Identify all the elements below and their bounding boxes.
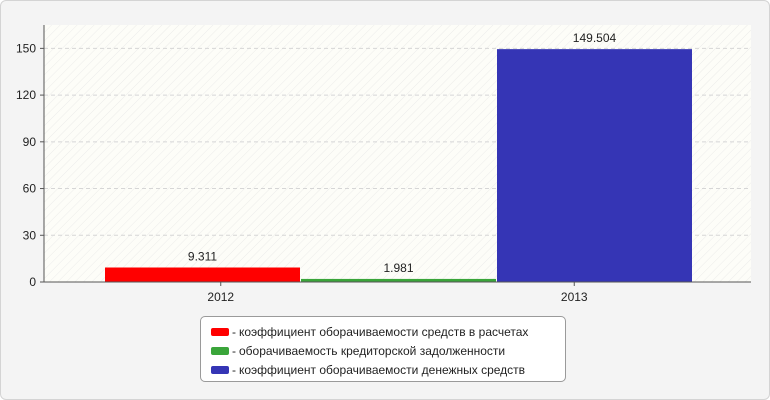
bar-2012-payables xyxy=(301,278,496,282)
legend: - коэффициент оборачиваемости средств в … xyxy=(200,316,566,382)
legend-label-cash: коэффициент оборачиваемости денежных сре… xyxy=(239,362,526,377)
legend-swatch-payables xyxy=(211,346,229,355)
y-tick-label: 120 xyxy=(16,88,36,102)
legend-swatch-settlements xyxy=(211,327,229,336)
x-tick-label: 2012 xyxy=(207,290,234,304)
y-tick-label: 30 xyxy=(23,228,37,242)
y-tick-label: 150 xyxy=(16,41,36,55)
legend-label-settlements: коэффициент оборачиваемости средств в ра… xyxy=(239,324,529,339)
x-tick-label: 2013 xyxy=(561,290,588,304)
data-label: 9.311 xyxy=(188,249,217,263)
legend-label-payables: оборачиваемость кредиторской задолженнос… xyxy=(239,343,506,358)
bar-2013-cash xyxy=(497,49,692,282)
legend-item-settlements: - коэффициент оборачиваемости средств в … xyxy=(211,322,565,341)
legend-item-cash: - коэффициент оборачиваемости денежных с… xyxy=(211,360,565,379)
data-label: 149.504 xyxy=(573,31,617,45)
legend-item-payables: - оборачиваемость кредиторской задолженн… xyxy=(211,341,565,360)
legend-prefix: - xyxy=(232,362,236,377)
bar-2012-settlements xyxy=(105,267,300,282)
data-label: 1.981 xyxy=(383,261,413,275)
y-tick-label: 60 xyxy=(23,182,37,196)
y-tick-label: 0 xyxy=(29,275,36,289)
legend-swatch-cash xyxy=(211,365,229,374)
legend-prefix: - xyxy=(232,324,236,339)
y-tick-label: 90 xyxy=(23,135,37,149)
legend-prefix: - xyxy=(232,343,236,358)
